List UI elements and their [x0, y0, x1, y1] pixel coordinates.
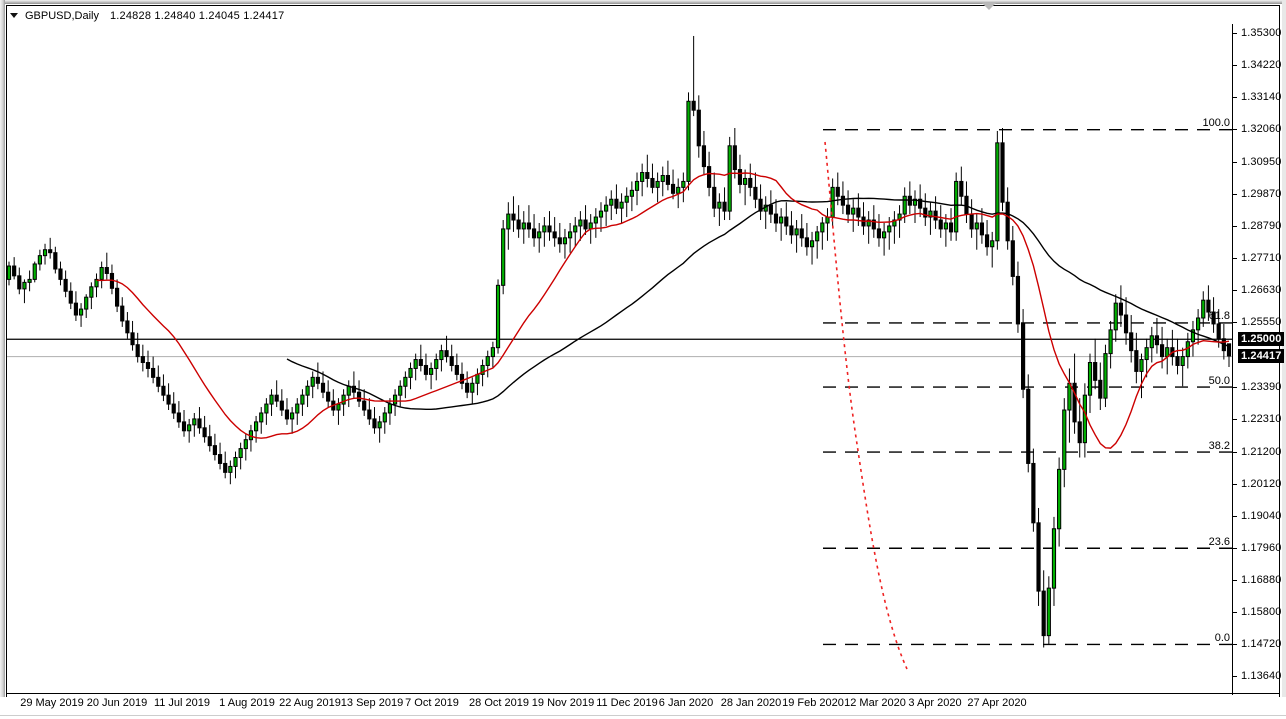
fib-level-label: 100.0	[1202, 117, 1230, 130]
price-tick	[1232, 226, 1237, 228]
price-tick	[1232, 322, 1237, 324]
price-tick-label: 1.25550	[1241, 316, 1282, 329]
price-tick-label: 1.16880	[1241, 573, 1282, 586]
price-tick-label: 1.21200	[1241, 445, 1282, 458]
last-price-label: 1.24417	[1238, 349, 1285, 364]
date-tick-label: 11 Dec 2019	[596, 697, 658, 709]
price-tick	[1232, 290, 1237, 292]
price-tick	[1232, 33, 1237, 34]
date-tick-label: 19 Nov 2019	[531, 697, 595, 709]
date-axis: 29 May 2019 20 Jun 2019 11 Jul 2019 1 Aug 2…	[0, 693, 1286, 719]
price-tick-label: 1.13640	[1241, 670, 1282, 682]
date-axis-line	[6, 693, 1280, 694]
date-tick-label: 7 Oct 2019	[405, 697, 459, 709]
price-tick-label: 1.34220	[1241, 59, 1282, 72]
price-tick	[1232, 386, 1237, 388]
price-tick	[1232, 676, 1237, 677]
price-tick-label: 1.35300	[1241, 27, 1282, 39]
price-tick	[1232, 129, 1237, 131]
price-tick-label: 1.19040	[1241, 509, 1282, 522]
ohlc-values: 1.24828 1.24840 1.24045 1.24417	[109, 9, 285, 22]
price-tick	[1232, 451, 1237, 453]
price-tick	[1232, 418, 1237, 420]
date-tick-label: 6 Jan 2020	[658, 697, 714, 709]
price-tick-label: 1.23390	[1241, 380, 1282, 393]
price-tick	[1232, 483, 1237, 485]
price-tick-label: 1.29870	[1241, 188, 1282, 201]
date-tick-label: 19 Feb 2020	[782, 697, 844, 709]
fib-level-label: 38.2	[1208, 439, 1230, 452]
symbol-label: GBPUSD,Daily	[25, 9, 99, 22]
price-level-label: 1.25000	[1238, 331, 1285, 346]
date-tick-label: 20 Jun 2019	[86, 697, 148, 709]
chevron-down-icon[interactable]	[10, 13, 18, 18]
window-frame-top	[0, 0, 1286, 4]
price-tick	[1232, 611, 1237, 613]
price-tick	[1232, 65, 1237, 67]
date-tick-label: 28 Oct 2019	[469, 697, 529, 709]
price-tick	[1232, 97, 1237, 99]
date-tick-label: 3 Apr 2020	[908, 697, 962, 709]
chart-border	[6, 5, 1280, 712]
price-tick	[1232, 643, 1237, 645]
price-tick	[1232, 162, 1237, 164]
price-tick	[1232, 258, 1237, 260]
price-tick-label: 1.28790	[1241, 220, 1282, 233]
quote-header: GBPUSD,Daily 1.24828 1.24840 1.24045 1.2…	[10, 9, 284, 22]
price-axis-line	[1232, 24, 1233, 695]
price-tick	[1232, 515, 1237, 517]
price-tick	[1232, 194, 1237, 196]
date-tick-label: 1 Aug 2019	[219, 697, 275, 709]
price-tick	[1232, 579, 1237, 581]
date-tick-label: 11 Jul 2019	[153, 697, 211, 709]
date-tick-label: 12 Mar 2020	[844, 697, 906, 709]
price-tick-label: 1.14720	[1241, 637, 1282, 650]
date-tick-label: 22 Aug 2019	[279, 697, 341, 709]
chart-plot-area[interactable]	[7, 24, 1232, 691]
price-axis[interactable]: 1.35300 1.34220 1.33140 1.32060 1.30950 1.298…	[1232, 6, 1285, 711]
bottom-divider	[0, 715, 1286, 716]
date-tick-label: 28 Jan 2020	[720, 697, 782, 709]
price-tick-label: 1.27710	[1241, 252, 1282, 265]
price-tick-label: 1.20120	[1241, 477, 1282, 490]
fib-level-label: 0.0	[1214, 631, 1230, 644]
price-tick-label: 1.15800	[1241, 605, 1282, 618]
fib-level-label: 61.8	[1208, 310, 1230, 323]
triangle-down-icon[interactable]	[982, 3, 996, 10]
date-tick-label: 27 Apr 2020	[967, 697, 1027, 709]
window-frame-left	[0, 0, 5, 719]
fib-level-label: 50.0	[1208, 374, 1230, 387]
price-tick-label: 1.17960	[1241, 541, 1282, 554]
date-tick-label: 29 May 2019	[20, 697, 84, 709]
price-tick-label: 1.33140	[1241, 91, 1282, 104]
price-tick	[1232, 547, 1237, 549]
fib-level-label: 23.6	[1208, 535, 1230, 548]
price-tick-label: 1.30950	[1241, 156, 1282, 169]
chart-canvas	[7, 35, 1232, 670]
price-tick-label: 1.32060	[1241, 123, 1282, 136]
price-tick-label: 1.26630	[1241, 284, 1282, 297]
date-tick-label: 13 Sep 2019	[340, 697, 404, 709]
price-tick-label: 1.22310	[1241, 412, 1282, 425]
